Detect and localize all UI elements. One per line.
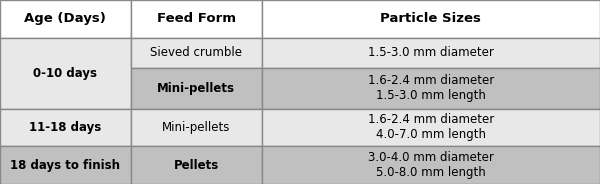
Bar: [131, 146, 262, 184]
Text: 1.6-2.4 mm diameter
1.5-3.0 mm length: 1.6-2.4 mm diameter 1.5-3.0 mm length: [368, 74, 494, 102]
Bar: [131, 68, 262, 109]
Text: 1.6-2.4 mm diameter
4.0-7.0 mm length: 1.6-2.4 mm diameter 4.0-7.0 mm length: [368, 113, 494, 141]
Bar: [0, 38, 131, 109]
Bar: [262, 0, 600, 38]
Bar: [131, 0, 262, 38]
Bar: [262, 68, 600, 109]
Bar: [262, 109, 600, 146]
Text: 0-10 days: 0-10 days: [34, 67, 97, 80]
Bar: [262, 146, 600, 184]
Text: 11-18 days: 11-18 days: [29, 121, 101, 134]
Bar: [131, 38, 262, 68]
Text: Particle Sizes: Particle Sizes: [380, 12, 481, 25]
Bar: [0, 109, 131, 146]
Text: Mini-pellets: Mini-pellets: [162, 121, 230, 134]
Text: 1.5-3.0 mm diameter: 1.5-3.0 mm diameter: [368, 46, 494, 59]
Text: Feed Form: Feed Form: [157, 12, 236, 25]
Text: 18 days to finish: 18 days to finish: [10, 159, 121, 172]
Text: Age (Days): Age (Days): [25, 12, 106, 25]
Bar: [262, 38, 600, 68]
Text: Pellets: Pellets: [173, 159, 219, 172]
Bar: [0, 146, 131, 184]
Text: 3.0-4.0 mm diameter
5.0-8.0 mm length: 3.0-4.0 mm diameter 5.0-8.0 mm length: [368, 151, 494, 179]
Text: Mini-pellets: Mini-pellets: [157, 82, 235, 95]
Text: Sieved crumble: Sieved crumble: [150, 46, 242, 59]
Bar: [131, 109, 262, 146]
Bar: [0, 0, 131, 38]
